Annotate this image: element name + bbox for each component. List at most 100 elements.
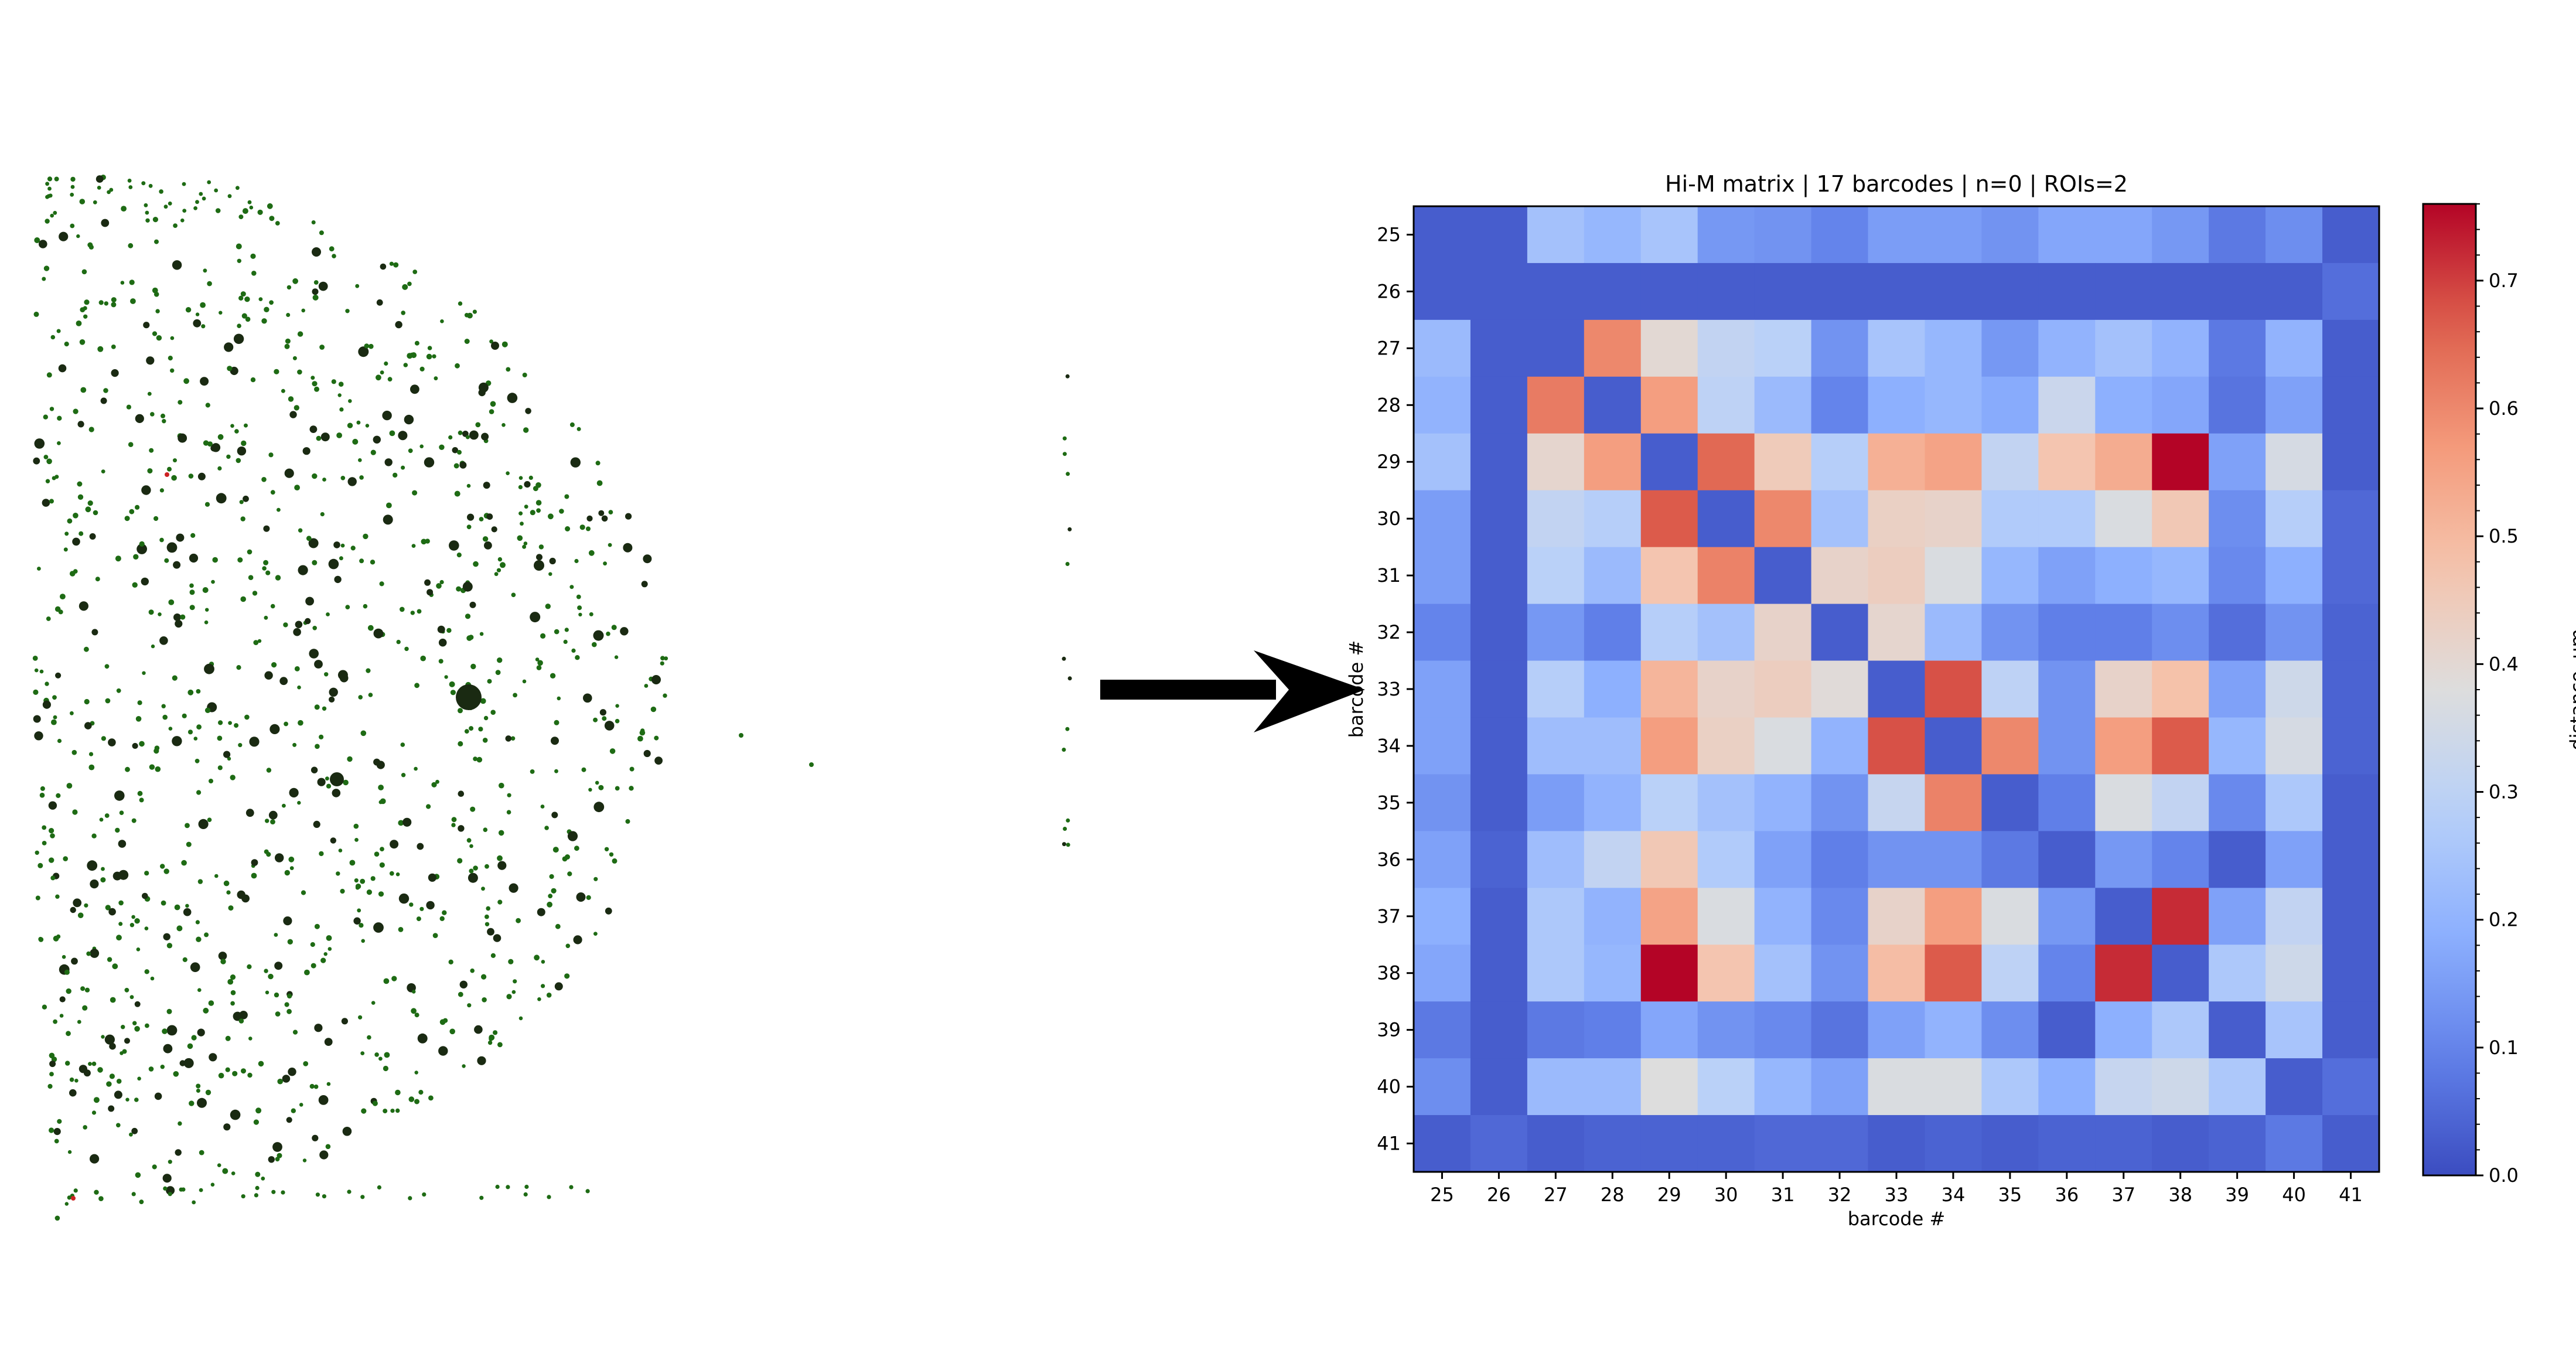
fluorescent-spot	[345, 605, 350, 609]
fluorescent-spot	[275, 221, 280, 226]
x-tick-label: 28	[1601, 1184, 1625, 1206]
fluorescent-spot	[654, 756, 663, 765]
heatmap-cell	[1868, 1115, 1926, 1172]
fluorescent-spot	[90, 1154, 100, 1164]
fluorescent-spot	[204, 663, 214, 674]
fluorescent-spot	[380, 847, 384, 851]
fluorescent-spot	[286, 285, 292, 290]
fluorescent-spot	[93, 510, 98, 516]
fluorescent-spot	[338, 848, 343, 853]
fluorescent-spot	[174, 904, 180, 911]
fluorescent-spot	[196, 689, 201, 694]
heatmap-cell	[1868, 206, 1926, 264]
heatmap-cell	[2038, 888, 2096, 945]
fluorescent-spot	[575, 655, 580, 660]
fluorescent-spot	[487, 928, 494, 936]
fluorescent-spot	[458, 825, 465, 832]
fluorescent-spot	[468, 872, 478, 883]
heatmap-cell	[2038, 547, 2096, 605]
fluorescent-spot	[425, 538, 430, 544]
fluorescent-spot	[554, 769, 558, 773]
fluorescent-spot	[537, 908, 545, 916]
fluorescent-spot	[86, 951, 91, 956]
fluorescent-spot	[247, 200, 252, 204]
heatmap-cell	[2152, 547, 2209, 605]
fluorescent-spot	[286, 1008, 292, 1014]
fluorescent-spot	[522, 679, 527, 684]
fluorescent-spot	[359, 558, 364, 564]
heatmap-cell	[1527, 433, 1585, 491]
fluorescent-spot	[481, 432, 489, 441]
fluorescent-spot	[101, 219, 110, 227]
fluorescent-spot	[302, 447, 311, 455]
colorbar-tick-label: 0.5	[2489, 525, 2519, 547]
heatmap-cell	[2209, 888, 2266, 945]
fluorescent-spot	[272, 1142, 282, 1152]
fluorescent-spot	[289, 411, 297, 418]
fluorescent-spot	[293, 628, 301, 636]
fluorescent-spot	[314, 923, 320, 929]
fluorescent-spot	[555, 923, 561, 929]
heatmap-cell	[1811, 547, 1869, 605]
fluorescent-spot	[180, 614, 186, 620]
fluorescent-spot	[593, 717, 598, 722]
fluorescent-spot	[583, 693, 592, 703]
arrow-head	[1254, 650, 1365, 732]
fluorescent-spot	[257, 209, 263, 215]
fluorescent-spot	[62, 954, 66, 959]
fluorescent-spot	[393, 472, 398, 478]
fluorescent-spot	[337, 393, 342, 397]
fluorescent-spot	[69, 1089, 77, 1097]
fluorescent-spot	[641, 581, 648, 588]
heatmap-cell	[1640, 433, 1698, 491]
heatmap-cell	[2209, 206, 2266, 264]
fluorescent-spot	[146, 356, 155, 365]
fluorescent-spot	[168, 1160, 172, 1164]
heatmap-cell	[1470, 604, 1528, 662]
heatmap-cell	[1414, 831, 1471, 888]
heatmap-cell	[2095, 376, 2152, 434]
fluorescent-spot	[263, 525, 270, 532]
heatmap-cell	[1981, 262, 2039, 321]
heatmap-cell	[1584, 774, 1642, 831]
fluorescent-spot	[341, 1018, 349, 1025]
fluorescent-spot	[410, 611, 415, 615]
fluorescent-spot	[134, 918, 140, 924]
fluorescent-spot	[486, 906, 490, 911]
fluorescent-spot	[53, 935, 59, 942]
x-tick-label: 35	[1998, 1184, 2022, 1206]
heatmap-cell	[1754, 206, 1812, 264]
heatmap-cell	[1981, 660, 2039, 718]
fluorescent-spot	[95, 577, 100, 582]
fluorescent-spot	[133, 554, 139, 560]
fluorescent-spot	[158, 612, 162, 616]
fluorescent-spot	[236, 243, 242, 250]
fluorescent-spot	[33, 311, 39, 317]
heatmap-cell	[2209, 945, 2266, 1002]
fluorescent-spot	[585, 1189, 590, 1194]
fluorescent-spot	[294, 485, 300, 490]
heatmap-cell	[1754, 660, 1812, 718]
fluorescent-spot	[104, 664, 110, 669]
heatmap-cell	[1811, 660, 1869, 718]
heatmap-cell	[2209, 262, 2266, 321]
fluorescent-spot	[167, 466, 172, 472]
fluorescent-spot	[408, 1096, 415, 1102]
fluorescent-spot	[579, 524, 585, 530]
fluorescent-spot	[378, 785, 384, 790]
fluorescent-spot	[314, 1024, 323, 1032]
fluorescent-spot	[395, 321, 402, 329]
fluorescent-spot	[459, 461, 467, 469]
fluorescent-spot	[227, 979, 234, 985]
fluorescent-spot	[625, 819, 630, 824]
fluorescent-spot	[602, 716, 607, 721]
fluorescent-spot	[125, 1097, 129, 1102]
fluorescent-spot	[238, 214, 244, 220]
heatmap-cell	[1868, 262, 1926, 321]
heatmap-cell	[1981, 831, 2039, 888]
fluorescent-spot	[664, 656, 668, 661]
fluorescent-spot	[518, 476, 523, 480]
heatmap-cell	[1527, 660, 1585, 718]
fluorescent-spot	[135, 504, 140, 510]
fluorescent-spot	[210, 1182, 215, 1187]
